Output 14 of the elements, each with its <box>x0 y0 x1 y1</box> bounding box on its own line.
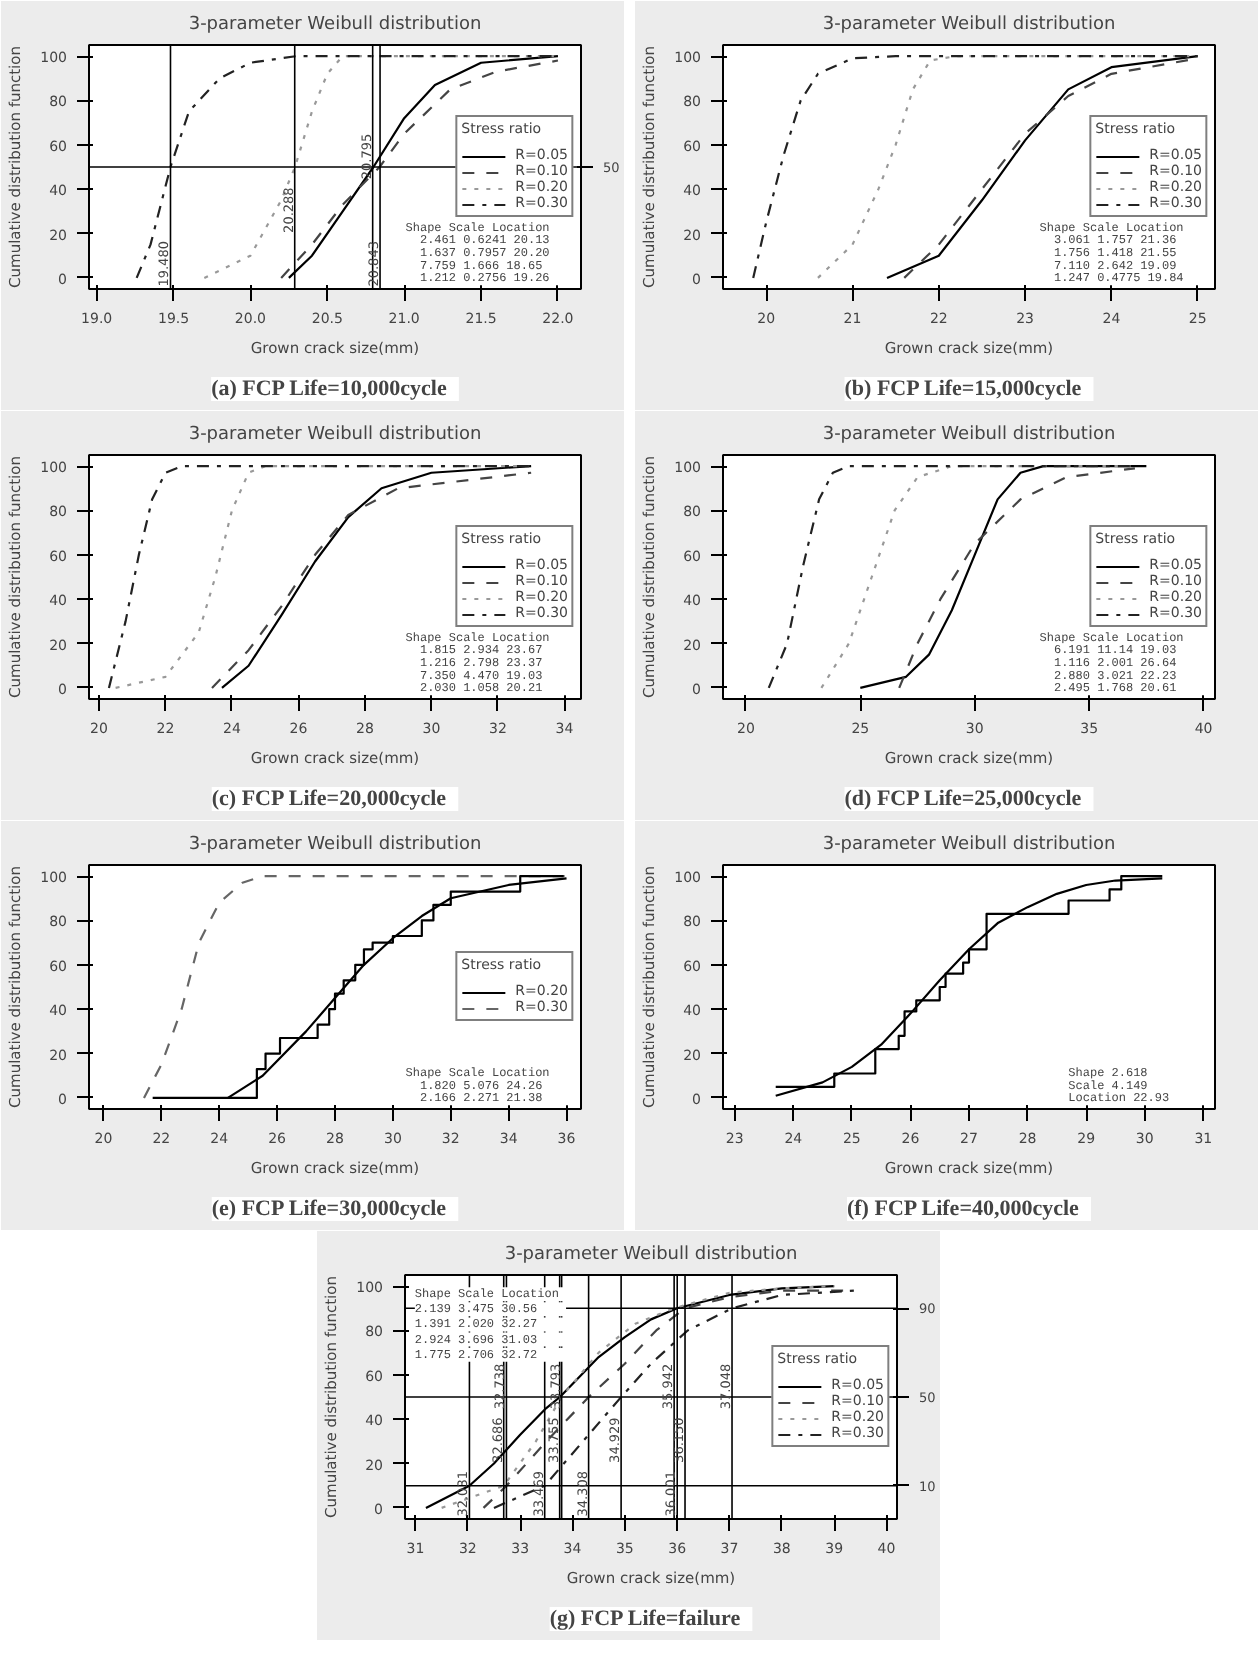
chart-title: 3-parameter Weibull distribution <box>822 835 1116 855</box>
chart-title: 3-parameter Weibull distribution <box>188 15 482 35</box>
chart-title: 3-parameter Weibull distribution <box>822 425 1116 445</box>
text: (a) FCP Life=10,000cycle <box>211 377 447 401</box>
text: (d) FCP Life=25,000cycle <box>844 787 1082 811</box>
text: (f) FCP Life=40,000cycle <box>846 1197 1080 1221</box>
text: (c) FCP Life=20,000cycle <box>211 787 447 811</box>
text: (e) FCP Life=30,000cycle <box>211 1197 447 1221</box>
chart-title: 3-parameter Weibull distribution <box>188 835 482 855</box>
chart-title: 3-parameter Weibull distribution <box>822 15 1116 35</box>
text: (b) FCP Life=15,000cycle <box>844 377 1082 401</box>
text: (g) FCP Life=failure <box>549 1607 741 1631</box>
chart-title: 3-parameter Weibull distribution <box>504 1245 798 1265</box>
chart-title: 3-parameter Weibull distribution <box>188 425 482 445</box>
